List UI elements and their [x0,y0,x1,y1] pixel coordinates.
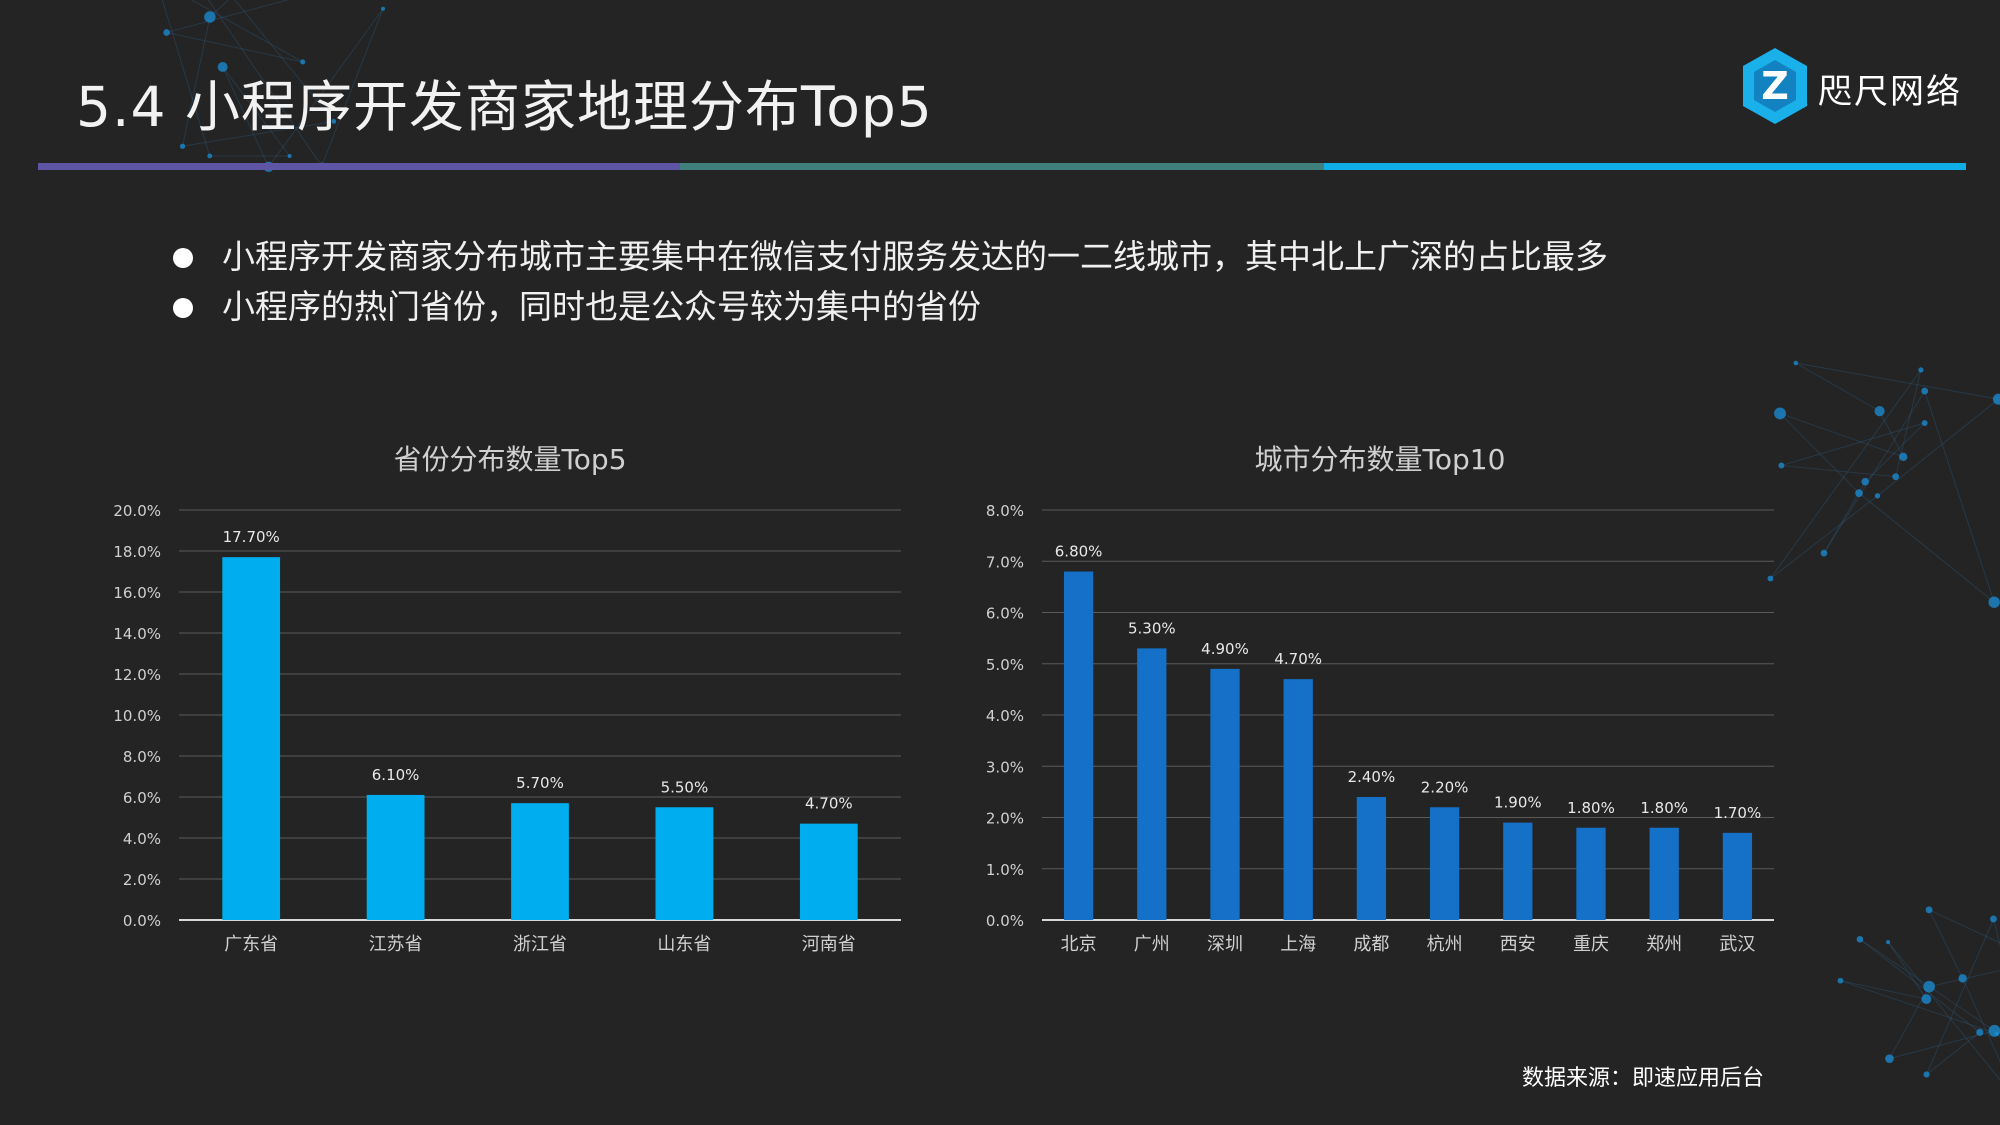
data-label: 2.40% [1348,768,1396,786]
data-label: 1.80% [1640,799,1688,817]
bar [1137,648,1167,920]
bullet-list: 小程序开发商家分布城市主要集中在微信支付服务发达的一二线城市，其中北上广深的占比… [170,232,1670,332]
bar [1576,827,1606,920]
y-tick-label: 8.0% [123,748,161,766]
x-tick-label: 北京 [1061,934,1097,955]
y-tick-label: 2.0% [986,810,1024,828]
x-tick-label: 山东省 [657,934,711,955]
title-rule-left [38,163,680,170]
y-tick-label: 8.0% [986,502,1024,520]
y-tick-label: 16.0% [113,584,161,602]
y-tick-label: 7.0% [986,553,1024,571]
bar [1722,832,1753,920]
y-tick-label: 3.0% [986,758,1024,776]
x-tick-label: 成都 [1353,934,1389,955]
data-label: 5.70% [516,774,564,792]
city-chart-title: 城市分布数量Top10 [1254,443,1506,476]
city-chart: 城市分布数量Top10 0.0% 1.0% 2.0% 3.0% 4.0% 5.0% 6.0%… [970,430,1790,970]
y-tick-label: 4.0% [123,830,161,848]
x-tick-label: 广州 [1134,934,1170,955]
bar [1063,571,1094,920]
y-tick-label: 4.0% [986,707,1024,725]
bullet-item: 小程序的热门省份，同时也是公众号较为集中的省份 [170,282,1670,332]
data-label: 1.90% [1494,794,1542,812]
city-chart-plot: 0.0% 1.0% 2.0% 3.0% 4.0% 5.0% 6.0% 7.0% 8.0% 6.80… [986,502,1774,955]
x-tick-label: 河南省 [802,934,856,955]
hexagon-logo-icon: Z [1743,48,1807,124]
data-label: 4.70% [1274,650,1322,668]
bar [1429,807,1460,920]
y-tick-label: 0.0% [123,912,161,930]
bar [366,794,425,920]
x-tick-label: 西安 [1500,934,1536,955]
bar [1210,668,1240,920]
data-label: 5.30% [1128,619,1176,637]
y-tick-label: 6.0% [123,789,161,807]
data-label: 17.70% [223,528,280,546]
title-rule-right [1324,163,1966,170]
x-tick-label: 上海 [1280,934,1316,955]
x-tick-label: 浙江省 [513,934,567,955]
y-tick-label: 12.0% [113,666,161,684]
bar [222,557,281,920]
y-tick-label: 2.0% [123,871,161,889]
bullet-dot-icon [173,248,193,268]
bar [655,807,714,920]
data-label: 2.20% [1421,778,1469,796]
data-label: 4.70% [805,795,853,813]
y-tick-label: 1.0% [986,861,1024,879]
bar [1503,822,1533,920]
y-tick-label: 14.0% [113,625,161,643]
y-tick-label: 5.0% [986,656,1024,674]
province-chart: 省份分布数量Top5 0.0% 2.0% 4.0% 6.0% 8.0% 10.0% 12.0… [100,430,920,970]
data-label: 4.90% [1201,640,1249,658]
bar [1356,797,1387,920]
y-tick-label: 18.0% [113,543,161,561]
bullet-text: 小程序的热门省份，同时也是公众号较为集中的省份 [222,287,981,326]
bar [511,803,569,920]
bar [1649,827,1679,920]
y-tick-label: 6.0% [986,605,1024,623]
x-tick-label: 杭州 [1427,934,1463,955]
province-chart-title: 省份分布数量Top5 [393,443,627,476]
x-tick-label: 武汉 [1719,934,1755,955]
data-source-note: 数据来源：即速应用后台 [1522,1066,1765,1091]
x-tick-label: 郑州 [1646,934,1682,955]
x-tick-label: 广东省 [224,934,278,955]
brand-logo: Z 咫尺网络 [1740,46,1970,126]
bullet-text: 小程序开发商家分布城市主要集中在微信支付服务发达的一二线城市，其中北上广深的占比… [222,237,1608,276]
data-label: 1.70% [1714,804,1762,822]
y-tick-label: 0.0% [986,912,1024,930]
province-chart-plot: 0.0% 2.0% 4.0% 6.0% 8.0% 10.0% 12.0% 14.0% 16.0%… [113,502,901,955]
brand-name: 咫尺网络 [1818,72,1962,112]
bullet-item: 小程序开发商家分布城市主要集中在微信支付服务发达的一二线城市，其中北上广深的占比… [170,232,1670,282]
y-tick-label: 10.0% [113,707,161,725]
x-tick-label: 重庆 [1573,934,1609,955]
title-rule-middle [680,163,1324,170]
svg-text:Z: Z [1761,64,1789,108]
bar [1283,679,1313,920]
x-tick-label: 江苏省 [369,934,423,955]
page-title: 5.4 小程序开发商家地理分布Top5 [76,75,933,139]
data-label: 6.80% [1055,543,1103,561]
data-label: 1.80% [1567,799,1615,817]
x-tick-label: 深圳 [1207,934,1243,955]
data-label: 6.10% [372,766,420,784]
data-label: 5.50% [661,778,709,796]
y-tick-label: 20.0% [113,502,161,520]
bullet-dot-icon [173,298,193,318]
bar [799,823,858,920]
